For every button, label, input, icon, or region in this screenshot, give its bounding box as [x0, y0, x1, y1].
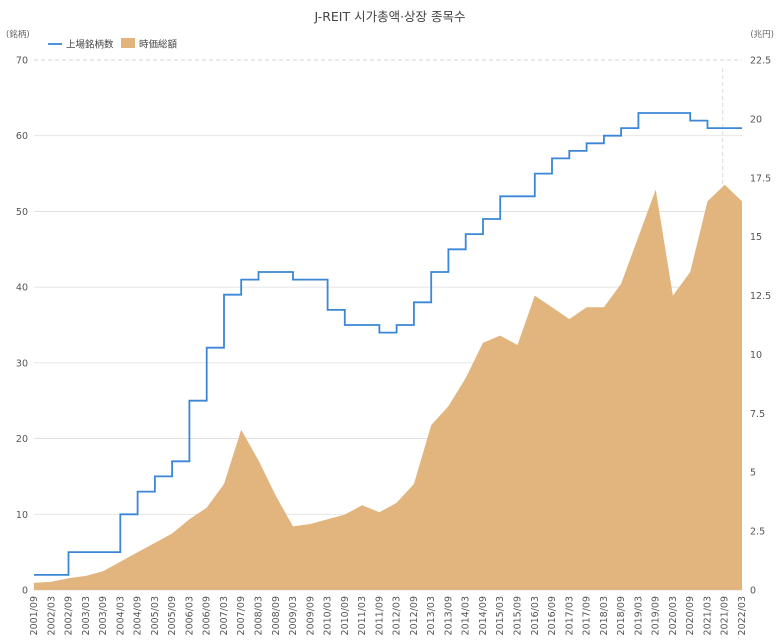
x-tick-label: 2015/03: [495, 596, 506, 635]
x-tick-label: 2021/09: [720, 596, 731, 635]
left-tick-label: 50: [16, 207, 28, 218]
legend-area-swatch: [121, 38, 135, 48]
left-tick-label: 40: [16, 283, 28, 294]
x-tick-label: 2012/09: [409, 596, 420, 635]
marketcap-area: [34, 184, 742, 591]
left-axis-unit: (銘柄): [6, 29, 30, 40]
left-tick-label: 0: [22, 586, 28, 597]
x-tick-label: 2020/03: [668, 596, 679, 635]
x-tick-label: 2007/03: [219, 596, 230, 635]
x-tick-label: 2017/03: [564, 596, 575, 635]
right-tick-label: 17.5: [750, 173, 771, 184]
right-tick-label: 2.5: [750, 527, 765, 538]
x-tick-label: 2013/03: [426, 596, 437, 635]
x-tick-label: 2003/03: [81, 596, 92, 635]
x-tick-label: 2007/09: [236, 596, 247, 635]
x-tick-label: 2006/09: [202, 596, 213, 635]
x-tick-label: 2008/09: [271, 596, 282, 635]
x-tick-label: 2012/03: [392, 596, 403, 635]
right-tick-label: 10: [750, 350, 762, 361]
x-tick-label: 2015/09: [513, 596, 524, 635]
x-tick-label: 2010/09: [340, 596, 351, 635]
x-axis-ticks: 2001/09 2002/03 2002/09 2003/03 2003/09 2004/…: [29, 596, 748, 635]
right-axis-unit: (兆円): [750, 29, 774, 40]
x-tick-label: 2011/09: [374, 596, 385, 635]
legend-label-marketcap: 時価総額: [139, 39, 178, 51]
count-line-layer: [33, 112, 743, 576]
right-tick-label: 20: [750, 114, 762, 125]
x-tick-label: 2016/03: [530, 596, 541, 635]
x-tick-label: 2011/03: [357, 596, 368, 635]
x-tick-label: 2021/03: [702, 596, 713, 635]
x-tick-label: 2003/09: [98, 596, 109, 635]
left-tick-label: 60: [16, 131, 28, 142]
x-tick-label: 2001/09: [29, 596, 40, 635]
right-tick-label: 0: [750, 586, 756, 597]
x-tick-label: 2019/03: [633, 596, 644, 635]
x-tick-label: 2006/03: [184, 596, 195, 635]
x-tick-label: 2008/03: [253, 596, 264, 635]
x-tick-label: 2009/09: [305, 596, 316, 635]
x-tick-label: 2005/09: [167, 596, 178, 635]
x-tick-label: 2018/03: [599, 596, 610, 635]
legend-label-count: 上場銘柄数: [66, 39, 114, 51]
x-tick-label: 2018/09: [616, 596, 627, 635]
right-tick-label: 7.5: [750, 409, 765, 420]
chart-title: J-REIT 시가총액·상장 종목수: [313, 9, 465, 24]
x-tick-label: 2005/03: [150, 596, 161, 635]
left-tick-label: 30: [16, 358, 28, 369]
right-tick-label: 22.5: [750, 56, 771, 67]
x-tick-label: 2010/03: [323, 596, 334, 635]
x-tick-label: 2022/03: [737, 596, 748, 635]
right-axis-ticks: 0 2.5 5 7.5 10 12.5 15 17.5 20 22.5: [750, 56, 771, 597]
x-tick-label: 2004/03: [115, 596, 126, 635]
x-tick-label: 2016/09: [547, 596, 558, 635]
right-tick-label: 15: [750, 232, 762, 243]
left-tick-label: 10: [16, 510, 28, 521]
x-tick-label: 2002/09: [64, 596, 75, 635]
legend: 上場銘柄数 時価総額: [48, 38, 178, 51]
left-axis-ticks: 0 10 20 30 40 50 60 70: [16, 56, 28, 597]
x-tick-label: 2004/09: [133, 596, 144, 635]
left-tick-label: 70: [16, 56, 28, 67]
x-tick-label: 2002/03: [46, 596, 57, 635]
x-tick-label: 2014/03: [461, 596, 472, 635]
right-tick-label: 12.5: [750, 291, 771, 302]
right-tick-label: 5: [750, 468, 756, 479]
x-tick-label: 2020/09: [685, 596, 696, 635]
x-tick-label: 2017/09: [582, 596, 593, 635]
x-tick-label: 2014/09: [478, 596, 489, 635]
left-tick-label: 20: [16, 434, 28, 445]
x-tick-label: 2013/09: [443, 596, 454, 635]
count-line: [34, 112, 742, 576]
x-tick-label: 2009/03: [288, 596, 299, 635]
x-tick-label: 2019/09: [651, 596, 662, 635]
marketcap-area-layer: [33, 184, 743, 591]
